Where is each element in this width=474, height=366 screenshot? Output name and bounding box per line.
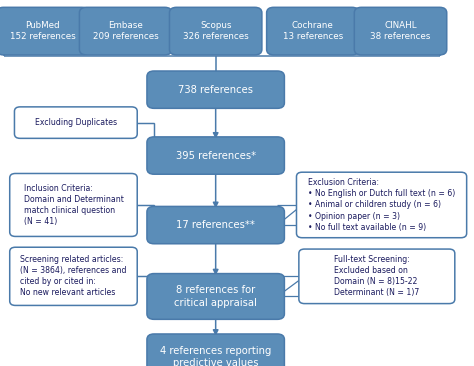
Text: 395 references*: 395 references* [175,150,256,161]
Text: Full-text Screening:
Excluded based on
Domain (N = 8)15-22
Determinant (N = 1)7: Full-text Screening: Excluded based on D… [334,255,419,298]
Text: Cochrane
13 references: Cochrane 13 references [283,21,343,41]
Text: 8 references for
critical appraisal: 8 references for critical appraisal [174,285,257,308]
Text: PubMed
152 references: PubMed 152 references [10,21,75,41]
Text: Scopus
326 references: Scopus 326 references [183,21,248,41]
Text: 4 references reporting
predictive values: 4 references reporting predictive values [160,346,271,366]
Text: Excluding Duplicates: Excluding Duplicates [35,118,117,127]
FancyBboxPatch shape [169,7,262,55]
FancyBboxPatch shape [147,206,284,244]
Text: Exclusion Criteria:
• No English or Dutch full text (n = 6)
• Animal or children: Exclusion Criteria: • No English or Dutc… [308,178,455,232]
Text: 738 references: 738 references [178,85,253,95]
FancyBboxPatch shape [9,173,137,236]
FancyBboxPatch shape [0,7,89,55]
FancyBboxPatch shape [15,107,137,138]
Text: CINAHL
38 references: CINAHL 38 references [370,21,431,41]
FancyBboxPatch shape [299,249,455,304]
FancyBboxPatch shape [147,274,284,319]
FancyBboxPatch shape [9,247,137,305]
Text: 17 references**: 17 references** [176,220,255,230]
FancyBboxPatch shape [147,334,284,366]
FancyBboxPatch shape [147,137,284,174]
Text: Screening related articles:
(N = 3864), references and
cited by or cited in:
No : Screening related articles: (N = 3864), … [20,255,127,298]
FancyBboxPatch shape [266,7,359,55]
Text: Inclusion Criteria:
Domain and Determinant
match clinical question
(N = 41): Inclusion Criteria: Domain and Determina… [24,184,123,226]
FancyBboxPatch shape [354,7,447,55]
FancyBboxPatch shape [297,172,466,238]
FancyBboxPatch shape [79,7,172,55]
FancyBboxPatch shape [147,71,284,108]
Text: Embase
209 references: Embase 209 references [93,21,158,41]
